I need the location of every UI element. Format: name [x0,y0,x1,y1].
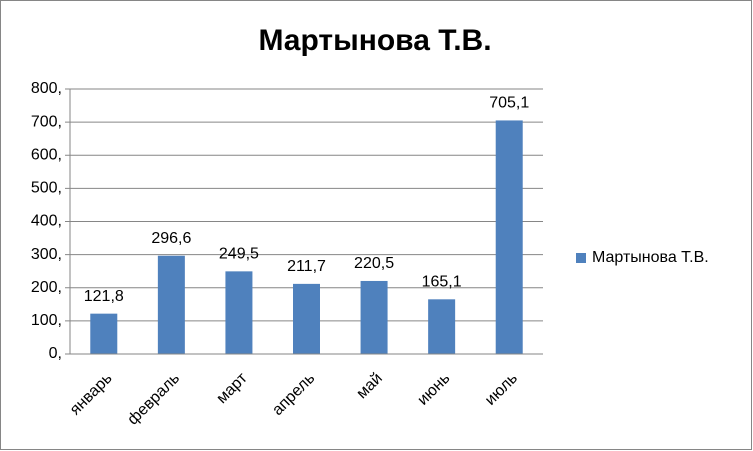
data-label: 296,6 [151,230,191,247]
data-label: 121,8 [84,288,124,305]
bar [293,283,320,354]
y-tick-label: 300, [31,246,62,263]
legend-swatch [576,253,586,263]
y-tick-label: 0, [49,345,62,362]
bar [90,313,118,354]
data-label: 220,5 [354,255,394,272]
y-tick-label: 800, [31,80,62,97]
y-tick-label: 400, [31,213,62,230]
y-tick-label: 200, [31,279,62,296]
bar [225,271,253,354]
data-label: 705,1 [489,95,529,112]
y-tick-label: 100, [31,312,62,329]
y-tick-label: 500, [31,180,62,197]
bar [157,255,185,354]
chart-title: Мартынова Т.В. [258,24,491,57]
data-label: 211,7 [287,258,326,275]
bar [428,299,456,354]
bar [360,280,388,354]
data-label: 249,5 [219,246,259,263]
y-tick-label: 700, [31,113,62,130]
legend-label: Мартынова Т.В. [592,249,709,266]
data-label: 165,1 [422,274,462,291]
bar [495,120,523,354]
y-tick-label: 600, [31,146,62,163]
